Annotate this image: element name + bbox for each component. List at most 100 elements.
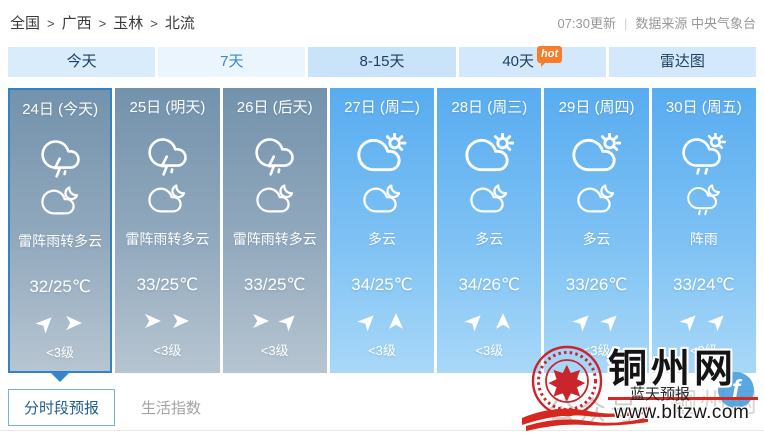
cloud-moon-icon [330, 183, 434, 217]
cloud-sun-icon [437, 132, 541, 177]
breadcrumb-district[interactable]: 北流 [164, 14, 195, 32]
wind-direction-arrows [437, 311, 541, 333]
tab-40days[interactable]: 40天 hot [458, 46, 606, 77]
temperature-range: 33/25℃ [243, 275, 306, 294]
temperature-range: 34/26℃ [458, 275, 521, 294]
tab-label: 今天 [66, 53, 97, 70]
cloud-sun-icon [544, 132, 648, 177]
weather-text: 多云 [475, 231, 504, 247]
thunderstorm-icon [223, 133, 327, 177]
wind-arrow-icon [461, 307, 489, 335]
forecast-column-day2[interactable]: 25日 (明天) 雷阵雨转多云 33/25℃ <3级 [115, 88, 220, 373]
temperature-range: 32/25℃ [29, 277, 91, 296]
weather-text: 多云 [367, 231, 396, 247]
wind-arrow-icon [275, 307, 303, 335]
wind-level: <3级 [582, 343, 611, 358]
cloud-moon-icon [223, 183, 327, 217]
wind-level: <3级 [368, 343, 396, 358]
data-source: 数据来源 中央气象台 [635, 15, 756, 31]
update-info: 07:30更新 | 数据来源 中央气象台 [557, 13, 756, 32]
breadcrumb: 全国 > 广西 > 玉林 > 北流 [10, 12, 195, 33]
top-bar: 全国 > 广西 > 玉林 > 北流 07:30更新 | 数据来源 中央气象台 [10, 10, 756, 34]
forecast-column-day6[interactable]: 29日 (周四) 多云 33/26℃ <3级 [544, 88, 649, 373]
day-date: 28日 (周三) [451, 99, 528, 116]
temperature-range: 33/25℃ [136, 275, 199, 294]
breadcrumb-separator: > [98, 15, 107, 31]
life-index-button[interactable]: 生活指数 [141, 400, 202, 417]
wind-arrow-icon [386, 311, 406, 331]
tab-radar[interactable]: 雷达图 [608, 47, 757, 77]
cloud-moon-icon [437, 183, 541, 217]
weather-text: 雷阵雨转多云 [18, 233, 103, 249]
day-date: 29日 (周四) [558, 99, 635, 116]
forecast-column-day1[interactable]: 24日 (今天) 雷阵雨转多云 32/25℃ <3级 [8, 88, 113, 382]
weather-text: 阵雨 [689, 231, 718, 247]
forecast-column-day4[interactable]: 27日 (周二) 多云 34/25℃ <3级 [329, 88, 435, 373]
wind-arrow-icon [704, 307, 732, 335]
wind-level: <3级 [46, 345, 75, 360]
wind-arrow-icon [32, 309, 60, 337]
cloud-moon-icon [544, 183, 648, 217]
wind-direction-arrows [10, 313, 110, 335]
forecast-column-day7[interactable]: 30日 (周五) 阵雨 33/24℃ <3级 [651, 88, 756, 373]
wind-arrow-icon [64, 313, 84, 333]
weather-text: 雷阵雨转多云 [125, 231, 210, 247]
wind-level: <3级 [475, 343, 504, 358]
temperature-range: 33/24℃ [673, 275, 735, 294]
breadcrumb-nation[interactable]: 全国 [10, 14, 41, 32]
tab-8-15days[interactable]: 8-15天 [308, 47, 456, 77]
wind-arrow-icon [493, 311, 513, 331]
wind-level: <3级 [260, 343, 289, 358]
day-date: 24日 (今天) [22, 101, 99, 118]
wind-level: <3级 [153, 343, 182, 358]
forecast-column-day3[interactable]: 26日 (后天) 雷阵雨转多云 33/25℃ <3级 [222, 88, 327, 373]
cloud-moon-icon [115, 183, 219, 217]
tab-label: 7天 [220, 53, 244, 70]
temperature-range: 34/25℃ [351, 275, 413, 294]
wind-direction-arrows [115, 311, 219, 333]
rain-moon-icon [652, 183, 756, 217]
day-date: 26日 (后天) [236, 99, 313, 116]
seven-day-forecast-grid: 24日 (今天) 雷阵雨转多云 32/25℃ <3级 25日 (明天) 雷阵雨转… [8, 88, 756, 382]
breadcrumb-separator: > [150, 15, 158, 31]
breadcrumb-province[interactable]: 广西 [61, 14, 92, 32]
breadcrumb-separator: > [47, 15, 55, 31]
wind-direction-arrows [223, 311, 327, 333]
day-date: 30日 (周五) [665, 99, 742, 116]
wind-arrow-icon [251, 311, 271, 331]
weather-text: 多云 [582, 231, 611, 247]
rain-sun-icon [652, 132, 756, 177]
forecast-column-day5[interactable]: 28日 (周三) 多云 34/26℃ <3级 [437, 88, 542, 373]
wind-arrow-icon [143, 311, 163, 331]
thunderstorm-icon [10, 135, 110, 179]
wind-level: <3级 [689, 343, 718, 358]
wind-direction-arrows [544, 311, 648, 333]
tab-label: 雷达图 [659, 53, 705, 70]
wind-arrow-icon [171, 311, 191, 331]
tab-label: 40天 [502, 53, 534, 70]
bottom-section-tabs: 分时段预报 生活指数 [8, 389, 756, 426]
thunderstorm-icon [115, 133, 219, 177]
bottom-divider [0, 430, 764, 431]
tab-label: 8-15天 [359, 53, 405, 70]
breadcrumb-city[interactable]: 玉林 [113, 14, 144, 32]
temperature-range: 33/26℃ [565, 275, 628, 294]
wind-arrow-icon [596, 307, 624, 335]
day-date: 25日 (明天) [129, 99, 206, 116]
wind-direction-arrows [652, 311, 756, 333]
tab-7days[interactable]: 7天 [158, 47, 306, 77]
tab-today[interactable]: 今天 [8, 47, 156, 77]
cloud-moon-icon [10, 185, 110, 219]
day-date: 27日 (周二) [344, 99, 420, 116]
hourly-forecast-button[interactable]: 分时段预报 [8, 389, 116, 426]
wind-arrow-icon [676, 307, 704, 335]
weather-text: 雷阵雨转多云 [232, 231, 317, 247]
wind-direction-arrows [330, 311, 434, 333]
cloud-sun-icon [330, 132, 434, 177]
wind-arrow-icon [354, 307, 382, 335]
forecast-period-tabs: 今天 7天 8-15天 40天 hot 雷达图 [8, 46, 757, 77]
hot-badge: hot [537, 46, 563, 67]
wind-arrow-icon [568, 307, 596, 335]
update-divider: | [623, 15, 628, 31]
